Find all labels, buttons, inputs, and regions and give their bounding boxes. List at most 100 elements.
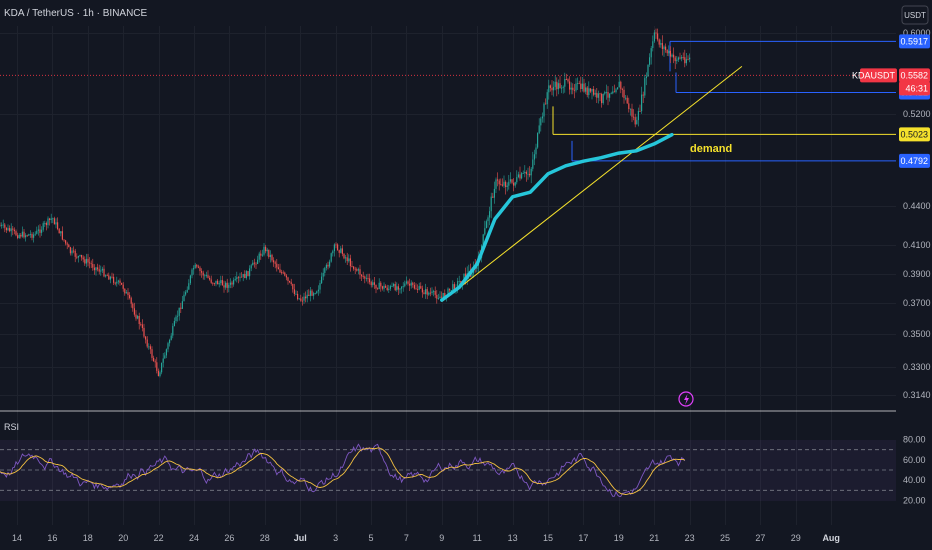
candle-body (74, 250, 76, 257)
candle-body (261, 254, 263, 256)
candle-body (343, 253, 345, 259)
candle-body (546, 92, 548, 105)
candle-body (106, 275, 108, 277)
drawings[interactable] (440, 66, 743, 302)
candle-body (204, 275, 206, 277)
demand-curve[interactable] (440, 132, 674, 302)
candle-body (226, 282, 228, 288)
candle-body (194, 264, 196, 269)
candle-body (297, 293, 299, 300)
candle-body (548, 85, 550, 93)
candle-body (586, 87, 588, 95)
candle-body (653, 32, 655, 42)
candle-body (76, 256, 78, 258)
candle-body (458, 281, 460, 282)
currency-button[interactable] (901, 5, 929, 25)
candle-body (241, 276, 243, 278)
time-tick-label: 3 (333, 533, 338, 543)
candle-body (687, 59, 689, 60)
candle-body (642, 94, 644, 96)
candle-body (154, 361, 156, 363)
candle-body (7, 228, 9, 231)
candle-body (172, 326, 174, 336)
demand-annotation[interactable]: demand (690, 143, 732, 155)
candle-body (452, 284, 454, 291)
candle-body (121, 282, 123, 285)
candle-body (522, 173, 524, 174)
candle-body (305, 296, 307, 299)
candle-body (268, 249, 270, 257)
candle-body (201, 271, 203, 273)
candle-body (503, 181, 505, 186)
candle-body (660, 43, 662, 45)
candle-body (17, 235, 19, 238)
candle-body (460, 281, 462, 284)
candle-body (73, 250, 75, 252)
price-tick-label: 0.6000 (903, 28, 931, 38)
candle-body (9, 228, 11, 232)
candle-body (237, 277, 239, 279)
candle-body (311, 290, 313, 296)
candle-body (570, 87, 572, 90)
time-tick-label: 22 (154, 533, 164, 543)
candle-body (517, 174, 519, 177)
candle-body (545, 103, 547, 105)
candle-body (351, 266, 353, 267)
candle-body (178, 307, 180, 316)
candle-body (588, 88, 590, 95)
candle-body (263, 246, 265, 255)
candle-body (671, 54, 673, 57)
candle-body (346, 257, 348, 262)
candle-body (25, 235, 27, 238)
current-price-tag-text: 0.5582 (900, 70, 928, 80)
candle-body (409, 283, 411, 286)
time-tick-label: 23 (685, 533, 695, 543)
candle-body (561, 87, 563, 89)
candle-body (585, 87, 587, 92)
candle-body (420, 286, 422, 289)
candle-body (516, 177, 518, 183)
symbol-tag-text: KDAUSDT (852, 70, 896, 80)
candle-body (53, 218, 55, 225)
trend-line[interactable] (441, 66, 743, 302)
candle-body (145, 336, 147, 340)
candle-body (609, 93, 611, 98)
candle-body (527, 173, 529, 175)
candle-body (449, 288, 451, 291)
candle-body (511, 179, 513, 183)
candle-body (676, 59, 678, 62)
candle-body (565, 79, 567, 80)
candle-body (405, 281, 407, 284)
time-tick-label: 17 (578, 533, 588, 543)
candle-body (487, 217, 489, 222)
candle-body (457, 281, 459, 288)
candle-body (471, 273, 473, 277)
time-axis[interactable]: 14 16 18 20 22 24 26 28 Jul 3 5 7 9 11 13 15 17 19 21 23 25 2… (12, 533, 840, 543)
candle-body (191, 269, 193, 276)
candle-body (185, 292, 187, 295)
candle-body (401, 286, 403, 289)
candle-body (596, 92, 598, 98)
countdown-tag (899, 81, 930, 96)
candle-body (0, 225, 1, 227)
price-axis[interactable]: 0.6000 0.5200 0.4400 0.4100 0.3900 0.3700 0.35… (903, 28, 931, 400)
candle-body (298, 298, 300, 300)
rsi-label: RSI (4, 422, 19, 432)
candle-body (18, 234, 20, 238)
level-labels: 0.59170.54120.50230.4792KDAUSDT0.558246:… (852, 34, 930, 168)
alert-icon[interactable] (678, 391, 694, 407)
candle-body (309, 290, 311, 296)
candle-body (453, 284, 455, 290)
candle-body (231, 282, 233, 285)
candle-body (165, 349, 167, 356)
symbol-tag (860, 68, 897, 83)
candle-body (290, 282, 292, 284)
candle-body (615, 89, 617, 93)
candle-body (271, 254, 273, 261)
candle-body (532, 159, 534, 169)
candle-body (138, 316, 140, 324)
time-tick-label: 18 (83, 533, 93, 543)
candle-body (164, 355, 166, 359)
candle-body (137, 316, 139, 319)
